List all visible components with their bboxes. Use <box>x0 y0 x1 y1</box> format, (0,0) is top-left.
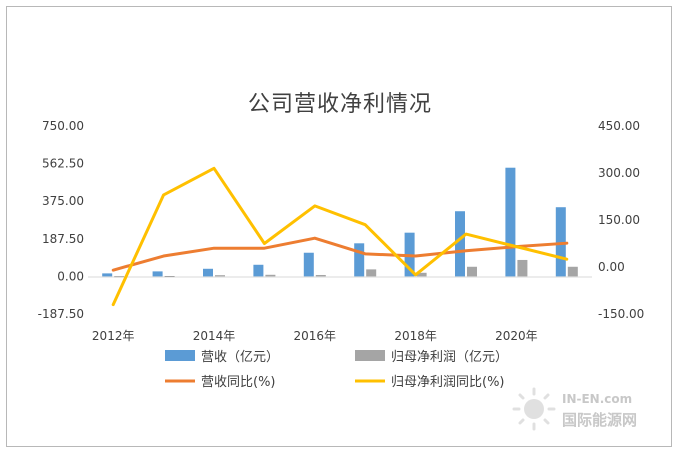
net-profit-bar <box>517 259 528 277</box>
right-axis: 450.00 300.00 150.00 0.00 -150.00 <box>598 119 644 321</box>
legend-item: 归母净利润同比(%) <box>355 375 505 390</box>
legend-swatch <box>165 350 195 361</box>
chart-title: 公司营收净利情况 <box>247 92 432 117</box>
right-axis-tick: 450.00 <box>598 119 640 133</box>
sun-icon <box>512 387 556 431</box>
right-axis-tick: 300.00 <box>598 166 640 180</box>
legend-label: 营收（亿元） <box>201 350 279 365</box>
net-profit-bar <box>215 275 225 277</box>
net-profit-bar <box>114 276 125 278</box>
line-series <box>111 166 569 307</box>
watermark: IN-EN.com 国际能源网 <box>512 387 637 431</box>
revenue-bar <box>303 252 314 277</box>
net-profit-bar <box>315 274 326 277</box>
legend-label: 归母净利润（亿元） <box>391 350 508 365</box>
x-axis-tick: 2014年 <box>193 329 236 343</box>
revenue-bar <box>152 271 163 277</box>
left-axis-tick: 187.50 <box>42 232 84 246</box>
left-axis-tick: 750.00 <box>42 119 84 133</box>
revenue-bar <box>253 264 264 277</box>
net-profit-bar <box>164 275 175 277</box>
legend-swatch <box>355 350 385 361</box>
revenue-bar <box>203 268 213 277</box>
x-axis-tick: 2018年 <box>394 329 437 343</box>
x-axis-tick: 2016年 <box>294 329 337 343</box>
legend-label: 归母净利润同比(%) <box>391 375 505 390</box>
revenue-bar <box>354 243 365 277</box>
left-axis-tick: -187.50 <box>38 307 84 321</box>
revenue-bar <box>102 273 113 277</box>
revenue-growth-line <box>111 236 569 272</box>
left-axis-tick: 562.50 <box>42 157 84 171</box>
x-axis-tick: 2012年 <box>92 329 135 343</box>
legend-item: 营收同比(%) <box>165 375 276 390</box>
legend-item: 营收（亿元） <box>165 350 279 365</box>
left-axis-tick: 0.00 <box>57 269 84 283</box>
right-axis-tick: 0.00 <box>598 260 625 274</box>
right-axis-tick: -150.00 <box>598 307 644 321</box>
right-axis-tick: 150.00 <box>598 213 640 227</box>
revenue-bar <box>555 207 566 277</box>
watermark-text: IN-EN.com <box>562 392 632 406</box>
revenue-bar <box>505 167 516 277</box>
watermark-subtitle: 国际能源网 <box>562 411 637 429</box>
x-axis-tick: 2020年 <box>495 329 538 343</box>
bar-series <box>102 167 578 278</box>
net-profit-bar <box>416 272 427 277</box>
net-profit-growth-line <box>111 166 569 307</box>
legend-label: 营收同比(%) <box>201 375 276 390</box>
x-axis: 2012年 2014年 2016年 2018年 2020年 <box>92 329 538 343</box>
net-profit-bar <box>265 274 276 277</box>
net-profit-bar <box>467 266 477 277</box>
net-profit-bar <box>366 269 377 277</box>
net-profit-bar <box>567 266 578 277</box>
left-axis-tick: 375.00 <box>42 194 84 208</box>
legend: 营收（亿元） 归母净利润（亿元） 营收同比(%) 归母净利润同比(%) <box>165 350 508 390</box>
left-axis: 750.00 562.50 375.00 187.50 0.00 -187.50 <box>38 119 84 321</box>
revenue-bar <box>455 211 465 277</box>
legend-item: 归母净利润（亿元） <box>355 350 508 365</box>
